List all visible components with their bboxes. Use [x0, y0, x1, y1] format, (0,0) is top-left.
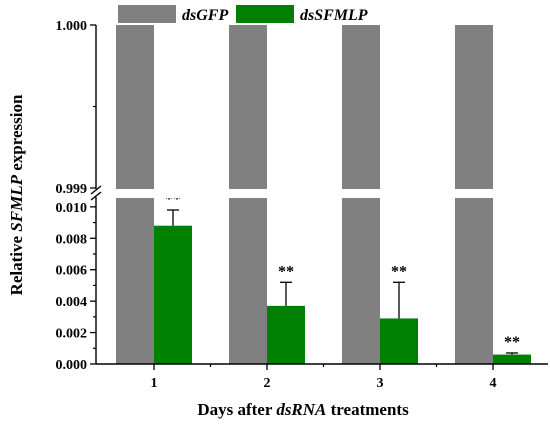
y-tick-label-0.000: 0.000 [56, 358, 88, 373]
bar-dssfmlp-2 [267, 305, 305, 364]
axis-break-mark-lower [90, 191, 102, 201]
bar-dssfmlp-4 [493, 354, 531, 364]
axes-layer: 0.000 0.002 0.004 0.006 0.008 0.010 0.999 1.000… [56, 19, 548, 391]
axis-break-mark-upper [90, 185, 102, 195]
y-tick-label-0.999: 0.999 [56, 182, 88, 197]
bars-layer: **** **** [97, 25, 550, 364]
y-axis-title-plain: Relative [7, 232, 26, 296]
x-tick-label-4: 4 [490, 376, 497, 391]
significance-label-3: ** [391, 263, 407, 280]
legend-swatch-dssfmlp [236, 5, 294, 23]
legend: dsGFP dsSFMLP [118, 5, 368, 24]
y-tick-label-1.000: 1.000 [56, 19, 88, 34]
y-axis-title-suffix: expression [7, 94, 26, 175]
y-axis-title: Relative SFMLP expression [7, 94, 26, 295]
x-axis-title: Days after dsRNA treatments [197, 400, 409, 419]
significance-label-4: ** [504, 334, 520, 351]
x-tick-label-2: 2 [264, 376, 271, 391]
y-tick-label-0.006: 0.006 [56, 264, 88, 279]
x-axis-title-suffix: treatments [326, 400, 409, 419]
bar-dssfmlp-1 [154, 225, 192, 364]
x-axis-title-plain: Days after [197, 400, 276, 419]
axis-break-gap [97, 189, 550, 198]
y-tick-label-0.010: 0.010 [56, 201, 88, 216]
x-tick-label-3: 3 [377, 376, 384, 391]
legend-swatch-dsgfp [118, 5, 176, 23]
y-axis-title-italic: SFMLP [7, 174, 26, 231]
legend-label-dssfmlp: dsSFMLP [300, 7, 368, 24]
y-tick-label-0.008: 0.008 [56, 232, 88, 247]
y-tick-label-0.002: 0.002 [56, 327, 88, 342]
y-tick-label-0.004: 0.004 [56, 295, 88, 310]
legend-label-dsgfp: dsGFP [182, 7, 228, 24]
bar-dssfmlp-3 [380, 318, 418, 364]
significance-label-2: ** [278, 263, 294, 280]
x-tick-label-1: 1 [151, 376, 158, 391]
x-axis-title-italic: dsRNA [276, 400, 326, 419]
